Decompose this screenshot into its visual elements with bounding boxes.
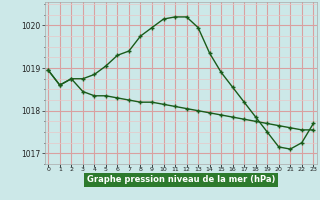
- X-axis label: Graphe pression niveau de la mer (hPa): Graphe pression niveau de la mer (hPa): [87, 175, 275, 184]
